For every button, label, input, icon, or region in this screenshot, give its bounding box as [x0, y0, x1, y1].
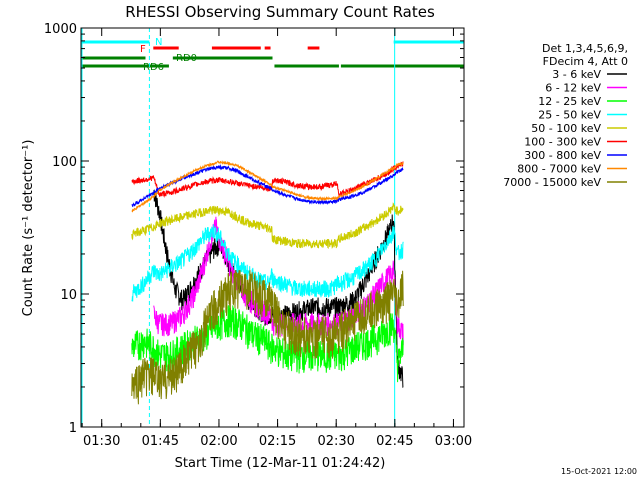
legend-label-3-6-kev: 3 - 6 keV [552, 68, 601, 81]
y-tick-label: 10 [60, 288, 77, 303]
instrument-state-markers [81, 28, 464, 427]
legend-label-12-25-kev: 12 - 25 keV [538, 95, 601, 108]
marker-label-f: F [140, 44, 146, 55]
x-tick-label: 02:00 [200, 434, 237, 449]
x-tick-label: 02:15 [259, 434, 296, 449]
series-line-25-50-kev [131, 224, 404, 302]
series-line-800-7000-kev [131, 160, 404, 213]
timestamp: 15-Oct-2021 12:00 [561, 467, 637, 476]
series-line-7000-15000-kev [131, 270, 404, 405]
y-tick-label: 1000 [44, 22, 77, 37]
legend-header-line-1: Det 1,3,4,5,6,9, [542, 42, 628, 55]
plot-frame [80, 27, 465, 428]
axis-ticks: 01:30 01:45 02:00 02:15 02:30 02:45 03:00 1 10 10… [44, 22, 472, 449]
marker-label-n: N [155, 37, 162, 48]
y-tick-label: 100 [52, 155, 77, 170]
legend-label-50-100-kev: 50 - 100 keV [531, 122, 601, 135]
x-tick-label: 02:30 [317, 434, 354, 449]
legend-label-25-50-kev: 25 - 50 keV [538, 109, 601, 122]
marker-label-rd0: RD0 [176, 53, 197, 64]
legend-label-6-12-kev: 6 - 12 keV [545, 82, 601, 95]
x-axis-label: Start Time (12-Mar-11 01:24:42) [175, 456, 386, 471]
y-axis-label: Count Rate (s⁻¹ detector⁻¹) [21, 140, 36, 317]
count-rate-series [131, 160, 404, 405]
legend-label-7000-15000-kev: 7000 - 15000 keV [503, 176, 601, 189]
legend: Det 1,3,4,5,6,9, FDecim 4, Att 0 3 - 6 k… [503, 42, 628, 189]
x-tick-label: 02:45 [376, 434, 413, 449]
x-tick-label: 03:00 [435, 434, 472, 449]
marker-label-rd6: RD6 [143, 62, 164, 73]
series-line-12-25-kev [131, 304, 404, 383]
legend-label-300-800-kev: 300 - 800 keV [524, 149, 601, 162]
series-line-50-100-kev [131, 202, 404, 250]
series-line-100-300-kev [131, 161, 404, 198]
x-tick-label: 01:45 [142, 434, 179, 449]
legend-label-100-300-kev: 100 - 300 keV [524, 136, 601, 149]
x-tick-label: 01:30 [83, 434, 120, 449]
legend-label-800-7000-kev: 800 - 7000 keV [517, 163, 601, 176]
legend-header-line-2: FDecim 4, Att 0 [543, 55, 628, 68]
chart-title: RHESSI Observing Summary Count Rates [125, 3, 435, 21]
y-tick-label: 1 [69, 421, 77, 436]
